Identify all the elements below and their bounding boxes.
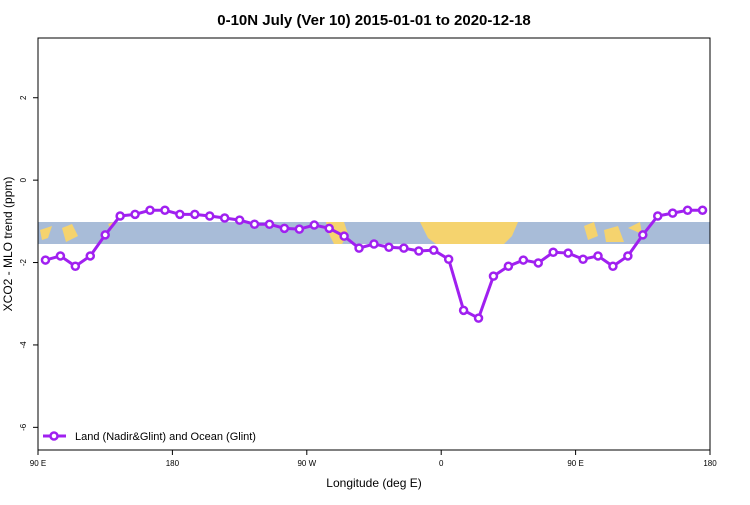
data-point bbox=[473, 313, 484, 323]
data-point bbox=[70, 261, 81, 271]
data-point bbox=[697, 205, 708, 215]
data-point bbox=[458, 305, 469, 316]
data-point bbox=[339, 231, 349, 241]
y-tick-label: -6 bbox=[19, 423, 28, 431]
x-tick-label: 180 bbox=[166, 459, 180, 468]
data-point bbox=[369, 239, 379, 249]
data-point bbox=[608, 261, 618, 271]
y-tick-label: 0 bbox=[19, 177, 28, 182]
map-band bbox=[38, 222, 710, 244]
data-point bbox=[488, 271, 499, 281]
legend-label: Land (Nadir&Glint) and Ocean (Glint) bbox=[75, 431, 256, 443]
data-point bbox=[324, 223, 334, 234]
data-point bbox=[130, 209, 140, 220]
data-point bbox=[145, 205, 155, 215]
y-tick-label: -4 bbox=[19, 341, 28, 349]
data-point bbox=[548, 247, 558, 257]
data-point bbox=[264, 219, 275, 229]
data-point bbox=[279, 223, 290, 234]
data-point bbox=[593, 251, 603, 261]
x-tick-label: 90 E bbox=[30, 459, 46, 468]
data-point bbox=[518, 255, 529, 265]
data-point bbox=[85, 251, 96, 261]
x-tick-label: 180 bbox=[703, 459, 717, 468]
data-point bbox=[638, 230, 648, 240]
x-tick-label: 90 E bbox=[567, 459, 583, 468]
data-point bbox=[249, 219, 260, 229]
data-point bbox=[40, 255, 51, 265]
data-point bbox=[234, 215, 245, 225]
data-point bbox=[384, 242, 394, 253]
legend-marker bbox=[49, 431, 59, 441]
data-point bbox=[219, 213, 230, 223]
data-point bbox=[667, 208, 678, 218]
y-tick-label: -2 bbox=[19, 258, 28, 266]
data-point bbox=[414, 246, 424, 256]
x-axis-label: Longitude (deg E) bbox=[326, 476, 421, 490]
plot-frame bbox=[37, 37, 711, 451]
chart-title: 0-10N July (Ver 10) 2015-01-01 to 2020-1… bbox=[217, 12, 531, 29]
data-point bbox=[533, 258, 544, 268]
y-axis-label: XCO2 - MLO trend (ppm) bbox=[1, 177, 15, 312]
data-point bbox=[354, 243, 364, 253]
data-point bbox=[399, 243, 409, 253]
data-point bbox=[428, 245, 439, 255]
data-point bbox=[503, 261, 514, 271]
data-point bbox=[175, 209, 185, 220]
data-point bbox=[115, 211, 125, 221]
data-point bbox=[652, 211, 663, 221]
data-point bbox=[578, 254, 588, 264]
data-point bbox=[160, 205, 170, 215]
data-point bbox=[55, 251, 66, 261]
data-point bbox=[100, 230, 110, 240]
y-tick-label: 2 bbox=[19, 95, 28, 100]
data-point bbox=[204, 211, 215, 221]
data-point bbox=[294, 224, 305, 234]
data-point bbox=[309, 220, 320, 230]
x-tick-label: 90 W bbox=[297, 459, 316, 468]
data-point bbox=[623, 251, 633, 261]
data-point bbox=[443, 254, 454, 264]
x-tick-label: 0 bbox=[439, 459, 444, 468]
data-point bbox=[190, 209, 200, 220]
data-point bbox=[682, 205, 693, 215]
data-point bbox=[563, 248, 573, 258]
